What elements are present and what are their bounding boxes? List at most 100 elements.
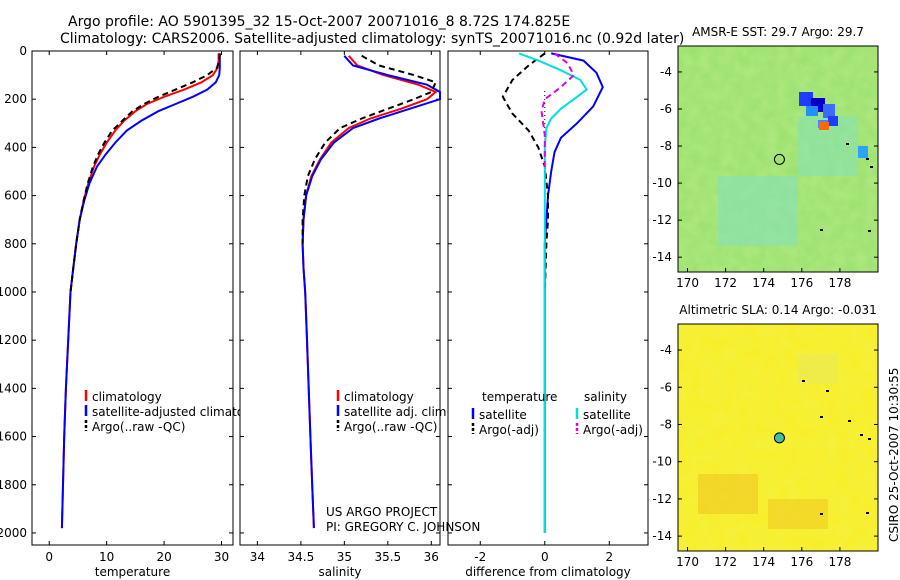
- sst-map: 170 172 174 176 178 -4 -6 -8 -10 -12 -14 AMSR-E SST…: [652, 25, 879, 290]
- sst-anomaly-cell: [828, 116, 838, 126]
- map-frame: [677, 323, 879, 552]
- x-tick-label: 10: [99, 550, 114, 564]
- coast-speck: [868, 438, 871, 440]
- sst-anomaly-cell: [799, 92, 813, 106]
- coast-speck: [826, 390, 829, 392]
- profile-panel-2: 34 34.5 35 35.5 36 salinity climatologysatelli…: [239, 50, 450, 579]
- legend-label: satellite adj. clim.: [344, 405, 450, 419]
- y-tick-label: -4: [660, 65, 672, 79]
- y-tick-label: 200: [4, 92, 27, 106]
- x-tick-label: 170: [676, 276, 699, 290]
- sla-patch: [698, 474, 758, 514]
- x-tick-label: 0: [541, 550, 549, 564]
- header-line-2: Climatology: CARS2006. Satellite-adjuste…: [60, 31, 684, 47]
- coast-speck: [848, 420, 851, 422]
- series-line: [60, 53, 221, 529]
- axes-box: [447, 50, 649, 546]
- y-tick-label: -8: [660, 417, 672, 431]
- x-axis-label: salinity: [318, 565, 361, 579]
- argo-location-marker: [773, 153, 785, 165]
- x-axis-label: difference from climatology: [465, 565, 631, 579]
- header-line-1: Argo profile: AO 5901395_32 15-Oct-2007 …: [68, 14, 570, 30]
- coast-speck: [820, 416, 823, 418]
- legend-group-title: salinity: [584, 390, 627, 404]
- sst-anomaly-cell: [858, 146, 868, 158]
- axes-box: [31, 50, 234, 546]
- y-tick-label: 1600: [0, 430, 27, 444]
- x-tick-label: 172: [714, 276, 737, 290]
- sst-anomaly-cell: [823, 104, 835, 118]
- argo-location-marker: [773, 432, 785, 444]
- y-tick-label: 0: [19, 44, 27, 58]
- y-tick-label: -12: [652, 213, 672, 227]
- x-tick-label: 35: [337, 550, 352, 564]
- y-tick-label: -6: [660, 380, 672, 394]
- legend-label: Argo(-adj): [479, 423, 539, 437]
- legend-label: Argo(-adj): [583, 423, 643, 437]
- legend-label: satellite: [479, 408, 527, 422]
- y-tick-label: 1200: [0, 333, 27, 347]
- x-axis-label: temperature: [95, 565, 170, 579]
- x-tick-label: 170: [676, 555, 699, 569]
- y-tick-label: 600: [4, 189, 27, 203]
- x-tick-label: 174: [752, 555, 775, 569]
- legend-label: Argo(..raw -QC): [344, 420, 437, 434]
- coast-speck: [846, 143, 849, 145]
- series-line: [518, 52, 589, 533]
- x-tick-label: 0: [45, 550, 53, 564]
- y-tick-label: -14: [652, 529, 672, 543]
- x-tick-label: 36: [424, 550, 439, 564]
- axes-box: [239, 50, 441, 546]
- series-line: [301, 54, 438, 244]
- coast-speck: [802, 380, 805, 382]
- y-tick-label: -10: [652, 455, 672, 469]
- x-tick-label: 30: [214, 550, 229, 564]
- legend-label: satellite: [583, 408, 631, 422]
- y-tick-label: -6: [660, 102, 672, 116]
- profile-panel-1: 0 200 400 600 800 1000 1200 1400 1600 1800 2000 0 10…: [0, 44, 270, 579]
- legend-group-title: temperature: [482, 390, 557, 404]
- x-tick-label: 2: [605, 550, 613, 564]
- y-tick-label: 400: [4, 140, 27, 154]
- x-tick-label: 176: [790, 555, 813, 569]
- legend-label: climatology: [344, 390, 414, 404]
- cool-patch: [718, 176, 798, 246]
- x-tick-label: 34.5: [288, 550, 315, 564]
- x-tick-label: 172: [714, 555, 737, 569]
- map-title: AMSR-E SST: 29.7 Argo: 29.7: [692, 25, 864, 39]
- x-tick-label: 178: [828, 555, 851, 569]
- series-line: [501, 52, 549, 293]
- sla-patch: [768, 499, 828, 529]
- sla-map: 170 172 174 176 178 -4 -6 -8 -10 -12 -14 Altimetric…: [652, 303, 879, 569]
- series-line: [540, 52, 576, 172]
- y-tick-label: -14: [652, 250, 672, 264]
- sst-anomaly-cell: [806, 106, 818, 116]
- coast-speck: [820, 229, 823, 231]
- coast-speck: [860, 434, 863, 436]
- y-tick-label: -4: [660, 343, 672, 357]
- x-tick-label: 35.5: [374, 550, 401, 564]
- y-tick-label: 1400: [0, 381, 27, 395]
- coast-speck: [870, 166, 873, 168]
- x-tick-label: 178: [828, 276, 851, 290]
- coast-speck: [868, 230, 871, 232]
- coast-speck: [866, 512, 869, 514]
- coast-speck: [820, 513, 823, 515]
- y-tick-label: -12: [652, 492, 672, 506]
- legend-label: Argo(..raw -QC): [92, 420, 185, 434]
- x-tick-label: 176: [790, 276, 813, 290]
- sst-warm-cell: [819, 122, 829, 130]
- map-title: Altimetric SLA: 0.14 Argo: -0.031: [679, 303, 876, 317]
- legend-label: climatology: [92, 390, 162, 404]
- legend-label: satellite-adjusted climatology: [92, 405, 270, 419]
- x-tick-label: -2: [474, 550, 486, 564]
- y-tick-label: -8: [660, 139, 672, 153]
- y-tick-label: 1000: [0, 285, 27, 299]
- map-frame: [677, 45, 879, 273]
- credit-line-2: PI: GREGORY C. JOHNSON: [326, 520, 480, 534]
- credit-line-1: US ARGO PROJECT: [326, 505, 438, 519]
- y-tick-label: -10: [652, 176, 672, 190]
- x-tick-label: 34: [250, 550, 265, 564]
- x-tick-label: 174: [752, 276, 775, 290]
